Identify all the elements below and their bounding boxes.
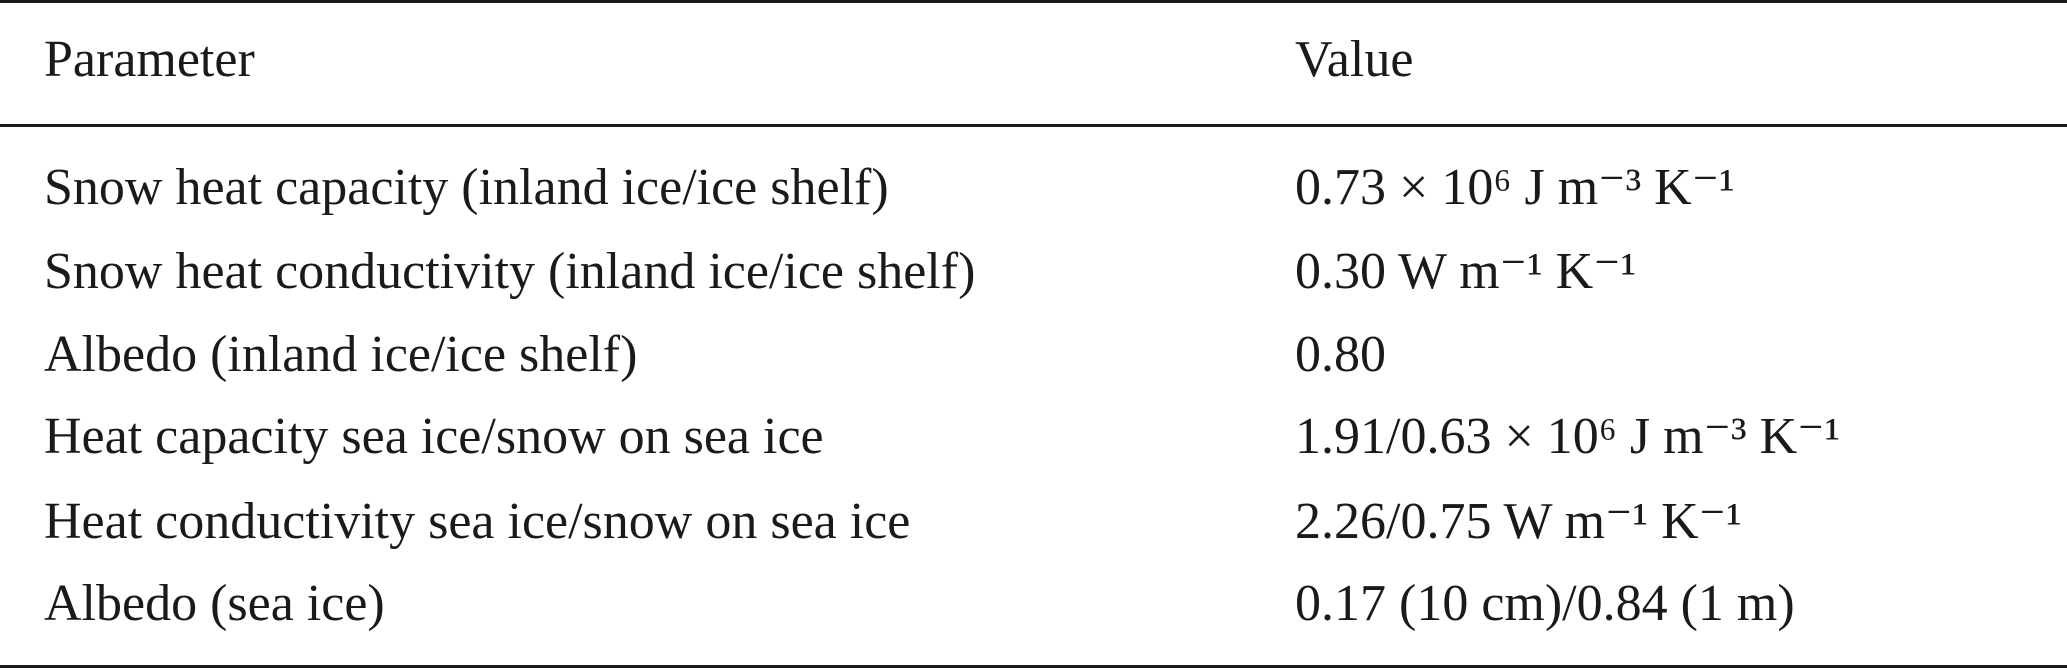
value-cell: 0.80 (1295, 326, 1386, 383)
parameter-cell: Heat conductivity sea ice/snow on sea ic… (44, 493, 911, 550)
value-cell: 0.73 × 10⁶ J m⁻³ K⁻¹ (1295, 159, 1735, 216)
parameter-cell: Snow heat capacity (inland ice/ice shelf… (44, 159, 889, 216)
parameter-cell: Heat capacity sea ice/snow on sea ice (44, 408, 824, 465)
parameter-cell: Snow heat conductivity (inland ice/ice s… (44, 243, 976, 300)
header-value: Value (1295, 31, 1414, 88)
header-parameter: Parameter (44, 31, 255, 88)
value-cell: 0.17 (10 cm)/0.84 (1 m) (1295, 575, 1795, 632)
parameter-cell: Albedo (sea ice) (44, 575, 385, 632)
value-cell: 2.26/0.75 W m⁻¹ K⁻¹ (1295, 493, 1742, 550)
table-top-rule (0, 0, 2067, 3)
table-header-rule (0, 124, 2067, 127)
value-cell: 1.91/0.63 × 10⁶ J m⁻³ K⁻¹ (1295, 408, 1841, 465)
parameter-cell: Albedo (inland ice/ice shelf) (44, 326, 638, 383)
value-cell: 0.30 W m⁻¹ K⁻¹ (1295, 243, 1637, 300)
table-bottom-rule (0, 665, 2067, 668)
